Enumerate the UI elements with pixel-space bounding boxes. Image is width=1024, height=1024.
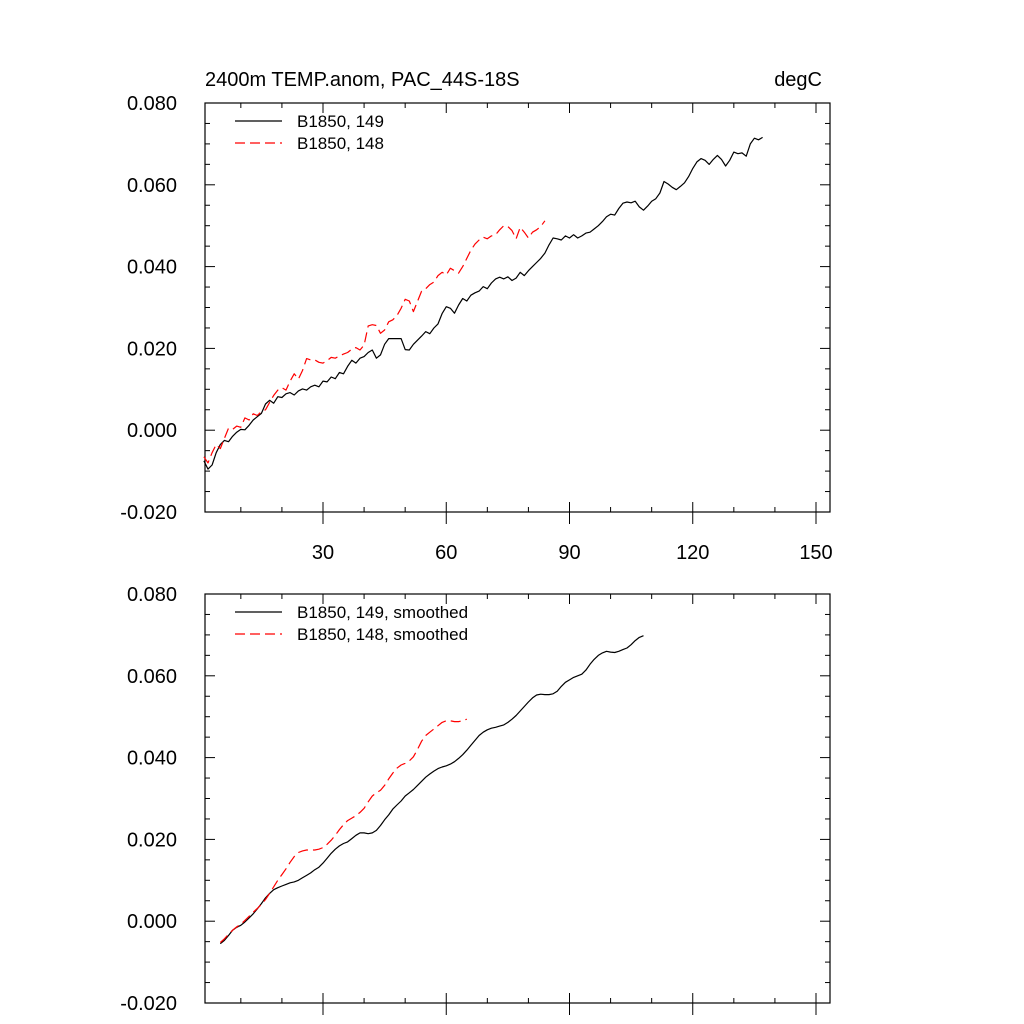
legend-label-2: B1850, 148 (297, 134, 384, 153)
x-tick-label: 60 (435, 542, 457, 564)
legend-label-1: B1850, 149, smoothed (297, 603, 468, 622)
y-tick-label: 0.000 (127, 911, 177, 933)
y-tick-label: 0.000 (127, 420, 177, 442)
series-line-2 (219, 718, 468, 943)
y-tick-label: 0.060 (127, 175, 177, 197)
plot-frame (204, 593, 831, 1004)
legend-label-2: B1850, 148, smoothed (297, 625, 468, 644)
y-tick-label: 0.020 (127, 829, 177, 851)
y-tick-label: 0.040 (127, 748, 177, 770)
y-tick-label: 0.020 (127, 338, 177, 360)
x-tick-label: 30 (312, 542, 334, 564)
series-line-2 (203, 220, 546, 464)
y-tick-label: 0.080 (127, 584, 177, 606)
y-tick-label: -0.020 (120, 993, 177, 1015)
top-panel: -0.020 0.000 0.020 0.040 0.060 0.080 30 60 90 120… (120, 69, 832, 564)
bottom-panel: -0.020 0.000 0.020 0.040 0.060 0.080 B1850, 14… (120, 584, 831, 1015)
units-label: degC (774, 69, 822, 91)
series-line-1 (219, 635, 644, 945)
legend-label-1: B1850, 149 (297, 112, 384, 131)
y-tick-label: -0.020 (120, 502, 177, 524)
x-tick-label: 90 (558, 542, 580, 564)
x-tick-label: 150 (799, 542, 832, 564)
y-tick-label: 0.040 (127, 257, 177, 279)
chart-title: 2400m TEMP.anom, PAC_44S-18S (205, 69, 520, 91)
y-tick-label: 0.080 (127, 93, 177, 115)
series-line-1 (203, 136, 763, 470)
y-tick-label: 0.060 (127, 666, 177, 688)
x-tick-label: 120 (676, 542, 709, 564)
plot-frame (204, 102, 831, 513)
